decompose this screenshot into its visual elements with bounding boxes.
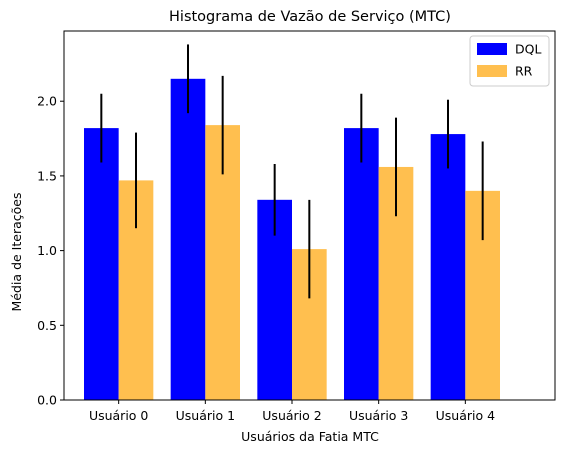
bar-dql-4 (430, 134, 466, 400)
bar-dql-0 (84, 128, 119, 400)
legend-label-dql: DQL (515, 42, 541, 57)
legend-swatch-rr (477, 65, 507, 77)
y-axis-label: Média de Iterações (9, 193, 24, 312)
legend-swatch-dql (477, 43, 507, 55)
legend: DQL RR (469, 35, 550, 87)
x-tick-label: Usuário 2 (262, 408, 321, 423)
bar-dql-1 (170, 78, 206, 401)
legend-label-rr: RR (515, 64, 533, 79)
y-tick-label: 2.0 (37, 94, 57, 109)
chart-title: Histograma de Vazão de Serviço (MTC) (169, 9, 451, 25)
y-tick-label: 1.0 (37, 243, 57, 258)
x-tick-label: Usuário 1 (176, 408, 235, 423)
x-axis: Usuário 0 Usuário 1 Usuário 2 Usuário 3 Usuá… (89, 400, 495, 423)
x-tick-label: Usuário 3 (349, 408, 408, 423)
axes-frame (63, 30, 556, 401)
y-axis: 0.0 0.5 1.0 1.5 2.0 (37, 94, 64, 408)
bar-dql-3 (344, 128, 379, 400)
plot-area (84, 44, 500, 401)
x-tick-label: Usuário 0 (89, 408, 148, 423)
x-axis-label: Usuários da Fatia MTC (241, 429, 379, 444)
axes-border (63, 30, 556, 401)
y-tick-label: 0.5 (37, 318, 57, 333)
x-tick-label: Usuário 4 (436, 408, 495, 423)
y-tick-label: 1.5 (37, 168, 57, 183)
y-tick-label: 0.0 (37, 393, 57, 408)
